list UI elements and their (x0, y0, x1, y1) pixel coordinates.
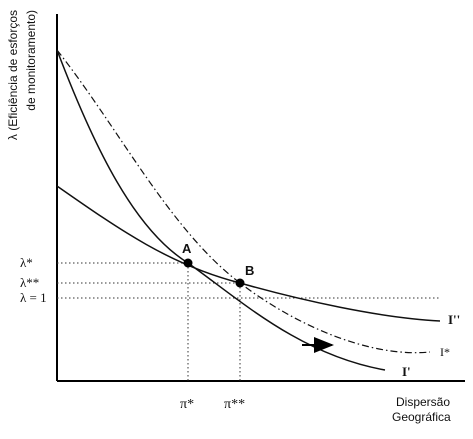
y-axis-label-line1: λ (Eficiência de esforços (6, 10, 20, 140)
curve-label-i-star: I* (440, 345, 450, 359)
point-a-marker (183, 258, 193, 268)
curve-label-i-prime: I' (402, 364, 411, 379)
point-a-label: A (182, 241, 192, 256)
x-axis-label-line1: Dispersão (396, 395, 450, 409)
x-axis-label-line2: Geográfica (392, 410, 451, 424)
point-b-marker (235, 278, 245, 288)
x-tick-pi-double-star: π** (224, 397, 245, 412)
curve-i-star (56, 49, 431, 354)
y-axis-label-line2: de monitoramento) (24, 10, 38, 111)
y-tick-lambda-star: λ* (20, 255, 33, 270)
curve-i-double-prime (56, 185, 441, 322)
y-tick-lambda-one: λ = 1 (20, 290, 47, 305)
point-b-label: B (245, 263, 254, 278)
curve-label-i-double-prime: I'' (448, 312, 460, 327)
x-tick-pi-star: π* (180, 397, 194, 412)
y-tick-lambda-double-star: λ** (20, 275, 39, 290)
curve-i-prime (56, 49, 386, 371)
